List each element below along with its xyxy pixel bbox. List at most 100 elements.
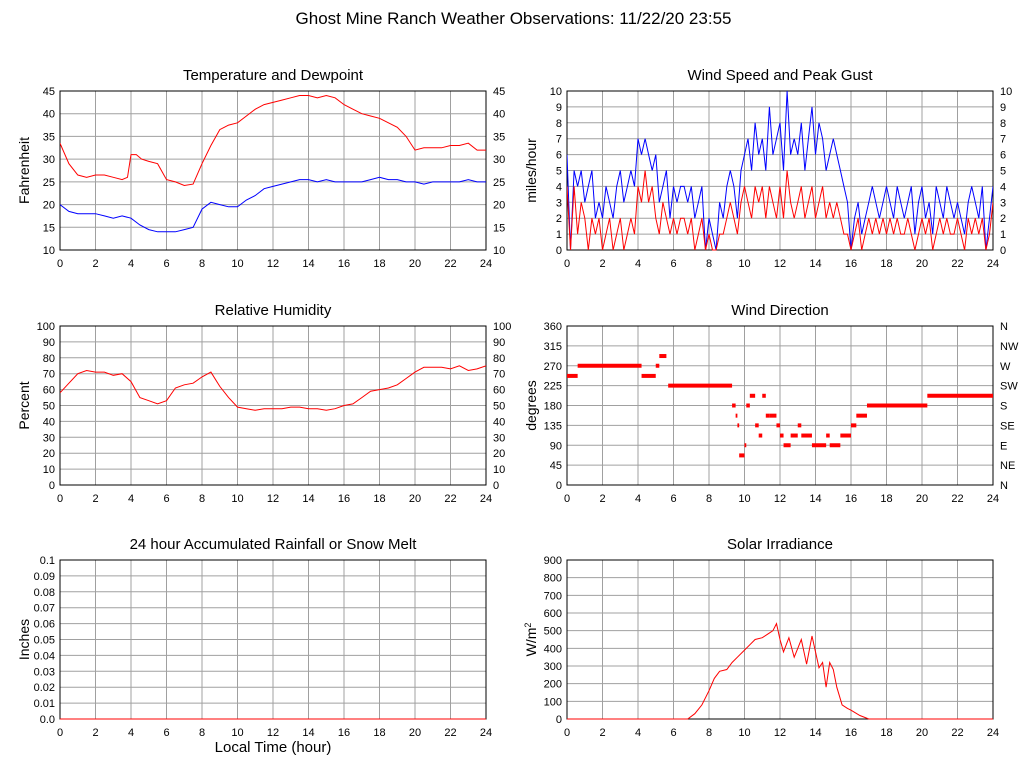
- y-tick-label: 0.09: [34, 571, 55, 583]
- x-tick-label: 18: [373, 258, 385, 270]
- y-tick-label: 300: [544, 661, 562, 673]
- right-tick-label: 10: [1000, 86, 1012, 98]
- right-tick-label: 10: [493, 464, 505, 476]
- plot-frame: [566, 325, 994, 486]
- x-tick-label: 22: [951, 258, 963, 270]
- y-tick-label: 25: [43, 177, 55, 189]
- right-tick-label: 1: [1000, 229, 1006, 241]
- x-tick-label: 20: [409, 727, 421, 739]
- chart-rain: 0 2 4 6 8 10 12 14 16 18 20 22 240.00.010.020.030.04…: [16, 536, 492, 739]
- chart-title: Temperature and Dewpoint: [183, 67, 364, 84]
- x-axis-caption: Local Time (hour): [214, 739, 332, 756]
- x-tick-label: 20: [916, 493, 928, 505]
- x-tick-label: 12: [774, 258, 786, 270]
- right-tick-label: S: [1000, 401, 1007, 413]
- rh-series-line-0: [60, 365, 486, 411]
- right-tick-label: 30: [493, 432, 505, 444]
- x-tick-label: 10: [738, 493, 750, 505]
- y-tick-label: 800: [544, 573, 562, 585]
- x-tick-label: 6: [670, 727, 676, 739]
- y-tick-label: 0.01: [34, 698, 55, 710]
- x-tick-label: 12: [267, 493, 279, 505]
- y-axis-label: Fahrenheit: [16, 137, 32, 204]
- right-tick-label: 15: [493, 222, 505, 234]
- x-tick-label: 8: [706, 727, 712, 739]
- x-tick-label: 18: [880, 258, 892, 270]
- y-tick-label: 500: [544, 626, 562, 638]
- y-tick-label: 90: [43, 337, 55, 349]
- x-tick-label: 0: [564, 727, 570, 739]
- chart-wind: 0 2 4 6 8 10 12 14 16 18 20 22 240123456789100123456…: [523, 67, 1012, 270]
- y-tick-label: 0.0: [40, 714, 55, 726]
- y-tick-label: 0.07: [34, 603, 55, 615]
- x-tick-label: 24: [987, 258, 999, 270]
- right-tick-label: 45: [493, 86, 505, 98]
- x-tick-label: 10: [738, 258, 750, 270]
- x-tick-label: 8: [199, 727, 205, 739]
- y-tick-label: 100: [37, 321, 55, 333]
- right-tick-label: 30: [493, 154, 505, 166]
- x-tick-label: 12: [267, 727, 279, 739]
- y-tick-label: 0: [49, 480, 55, 492]
- right-tick-label: 10: [493, 245, 505, 257]
- x-tick-label: 0: [57, 727, 63, 739]
- right-tick-label: 5: [1000, 166, 1006, 178]
- x-tick-label: 8: [199, 258, 205, 270]
- right-tick-label: 100: [493, 321, 511, 333]
- x-tick-label: 16: [338, 493, 350, 505]
- plot-frame: [566, 90, 994, 251]
- right-tick-label: 60: [493, 385, 505, 397]
- x-tick-label: 2: [92, 727, 98, 739]
- chart-title: Relative Humidity: [215, 302, 332, 319]
- y-tick-label: 180: [544, 401, 562, 413]
- y-tick-label: 0.05: [34, 635, 55, 647]
- y-tick-label: 70: [43, 369, 55, 381]
- y-tick-label: 0.08: [34, 587, 55, 599]
- y-tick-label: 0.06: [34, 619, 55, 631]
- x-tick-label: 22: [444, 258, 456, 270]
- y-tick-label: 100: [544, 696, 562, 708]
- right-tick-label: NW: [1000, 341, 1019, 353]
- y-tick-label: 10: [550, 86, 562, 98]
- right-tick-label: 4: [1000, 181, 1006, 193]
- right-tick-label: SE: [1000, 420, 1015, 432]
- right-tick-label: 90: [493, 337, 505, 349]
- y-tick-label: 30: [43, 432, 55, 444]
- right-tick-label: N: [1000, 480, 1008, 492]
- x-tick-label: 10: [231, 493, 243, 505]
- chart-title: Wind Direction: [731, 302, 829, 319]
- right-tick-label: E: [1000, 440, 1007, 452]
- x-tick-label: 14: [302, 258, 314, 270]
- y-tick-label: 40: [43, 416, 55, 428]
- x-tick-label: 8: [706, 493, 712, 505]
- x-tick-label: 16: [338, 727, 350, 739]
- x-tick-label: 0: [564, 493, 570, 505]
- y-tick-label: 700: [544, 590, 562, 602]
- x-tick-label: 12: [267, 258, 279, 270]
- x-tick-label: 22: [444, 493, 456, 505]
- y-tick-label: 0.04: [34, 650, 55, 662]
- y-tick-label: 225: [544, 381, 562, 393]
- right-tick-label: N: [1000, 321, 1008, 333]
- x-tick-label: 2: [92, 493, 98, 505]
- chart-rh: 0 2 4 6 8 10 12 14 16 18 20 22 240102030405060708090…: [16, 302, 511, 505]
- y-tick-label: 1: [556, 229, 562, 241]
- y-tick-label: 900: [544, 555, 562, 567]
- right-tick-label: 8: [1000, 118, 1006, 130]
- x-tick-label: 6: [163, 727, 169, 739]
- x-tick-label: 14: [809, 258, 821, 270]
- chart-dir: 0 2 4 6 8 10 12 14 16 18 20 22 240459013518022527031…: [523, 302, 1019, 505]
- plot-frame: [59, 90, 487, 251]
- x-tick-label: 4: [635, 493, 641, 505]
- y-axis-label: W/m2: [523, 623, 539, 657]
- y-tick-label: 30: [43, 154, 55, 166]
- y-axis-label-superscript: 2: [523, 623, 533, 628]
- x-tick-label: 18: [880, 493, 892, 505]
- y-axis-label: miles/hour: [523, 138, 539, 203]
- x-tick-label: 18: [373, 493, 385, 505]
- x-tick-label: 24: [480, 258, 492, 270]
- x-tick-label: 4: [128, 727, 134, 739]
- y-tick-label: 7: [556, 134, 562, 146]
- y-axis-label: Inches: [16, 619, 32, 660]
